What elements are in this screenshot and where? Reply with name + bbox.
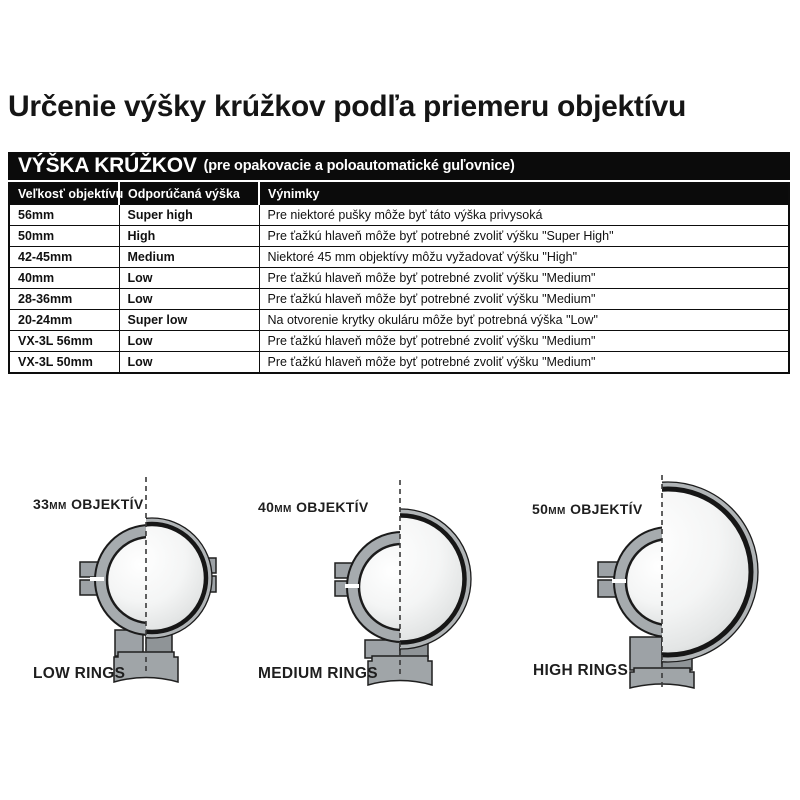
ring-cross-section [334, 480, 472, 686]
diagram-40mm-label: 40MM OBJEKTÍV [258, 499, 368, 515]
cell-exception: Pre niektoré pušky môže byť táto výška p… [258, 204, 790, 226]
cell-exception: Pre ťažkú hlaveň môže byť potrebné zvoli… [258, 351, 790, 374]
cell-size: 56mm [8, 204, 120, 226]
objective-size: 33 [33, 496, 50, 512]
cell-height: High [118, 225, 260, 247]
table-row: VX-3L 50mm Low Pre ťažkú hlaveň môže byť… [8, 351, 790, 374]
col-header-objective-size: Veľkosť objektívu [9, 183, 123, 205]
table-row: 50mm High Pre ťažkú hlaveň môže byť potr… [8, 225, 790, 247]
scope-ring-illustration-medium [334, 480, 472, 686]
table-row: 40mm Low Pre ťažkú hlaveň môže byť potre… [8, 267, 790, 289]
cell-exception: Pre ťažkú hlaveň môže byť potrebné zvoli… [258, 288, 790, 310]
cell-size: 50mm [8, 225, 120, 247]
cell-exception: Niektoré 45 mm objektívy môžu vyžadovať … [258, 246, 790, 268]
rings-label-low: LOW RINGS [33, 665, 126, 682]
cell-exception: Pre ťažkú hlaveň môže byť potrebné zvoli… [258, 267, 790, 289]
objective-size: 50 [532, 501, 549, 517]
ring-cross-section [79, 477, 217, 683]
ring-cross-section [597, 475, 759, 689]
table-header-row: Veľkosť objektívu Odporúčaná výška Výnim… [9, 183, 789, 205]
scope-ring-illustration-high [597, 475, 759, 689]
cell-exception: Na otvorenie krytky okuláru môže byť pot… [258, 309, 790, 331]
cell-exception: Pre ťažkú hlaveň môže byť potrebné zvoli… [258, 330, 790, 352]
objective-word: OBJEKTÍV [570, 501, 643, 517]
ring-height-table: Veľkosť objektívu Odporúčaná výška Výnim… [8, 182, 790, 374]
objective-unit: MM [49, 501, 67, 512]
cell-size: VX-3L 56mm [8, 330, 120, 352]
cell-height: Super high [118, 204, 260, 226]
table-header-band: VÝŠKA KRÚŽKOV (pre opakovacie a poloauto… [8, 152, 790, 180]
cell-size: VX-3L 50mm [8, 351, 120, 374]
table-band-subtitle: (pre opakovacie a poloautomatické guľovn… [203, 158, 515, 174]
col-header-recommended-height: Odporúčaná výška [119, 183, 260, 205]
rings-label-high: HIGH RINGS [533, 662, 629, 679]
objective-size: 40 [258, 499, 275, 515]
cell-exception: Pre ťažkú hlaveň môže byť potrebné zvoli… [258, 225, 790, 247]
table-row: 20-24mm Super low Na otvorenie krytky ok… [8, 309, 790, 331]
objective-word: OBJEKTÍV [296, 499, 369, 515]
rings-label-medium: MEDIUM RINGS [258, 665, 378, 682]
table-band-title: VÝŠKA KRÚŽKOV [18, 154, 197, 177]
table-row: 56mm Super high Pre niektoré pušky môže … [8, 204, 790, 226]
cell-height: Low [118, 330, 260, 352]
page-title: Určenie výšky krúžkov podľa priemeru obj… [8, 90, 687, 123]
cell-size: 40mm [8, 267, 120, 289]
table-row: 28-36mm Low Pre ťažkú hlaveň môže byť po… [8, 288, 790, 310]
cell-height: Low [118, 267, 260, 289]
table-row: VX-3L 56mm Low Pre ťažkú hlaveň môže byť… [8, 330, 790, 352]
cell-size: 42-45mm [8, 246, 120, 268]
cell-height: Medium [118, 246, 260, 268]
diagram-33mm-label: 33MM OBJEKTÍV [33, 496, 143, 512]
cell-size: 20-24mm [8, 309, 120, 331]
cell-height: Super low [118, 309, 260, 331]
scope-ring-illustration-low [79, 477, 217, 683]
col-header-exceptions: Výnimky [259, 183, 789, 205]
objective-unit: MM [548, 506, 566, 517]
objective-unit: MM [274, 504, 292, 515]
cell-height: Low [118, 351, 260, 374]
cell-size: 28-36mm [8, 288, 120, 310]
table-row: 42-45mm Medium Niektoré 45 mm objektívy … [8, 246, 790, 268]
cell-height: Low [118, 288, 260, 310]
objective-word: OBJEKTÍV [71, 496, 144, 512]
diagram-50mm-label: 50MM OBJEKTÍV [532, 501, 642, 517]
